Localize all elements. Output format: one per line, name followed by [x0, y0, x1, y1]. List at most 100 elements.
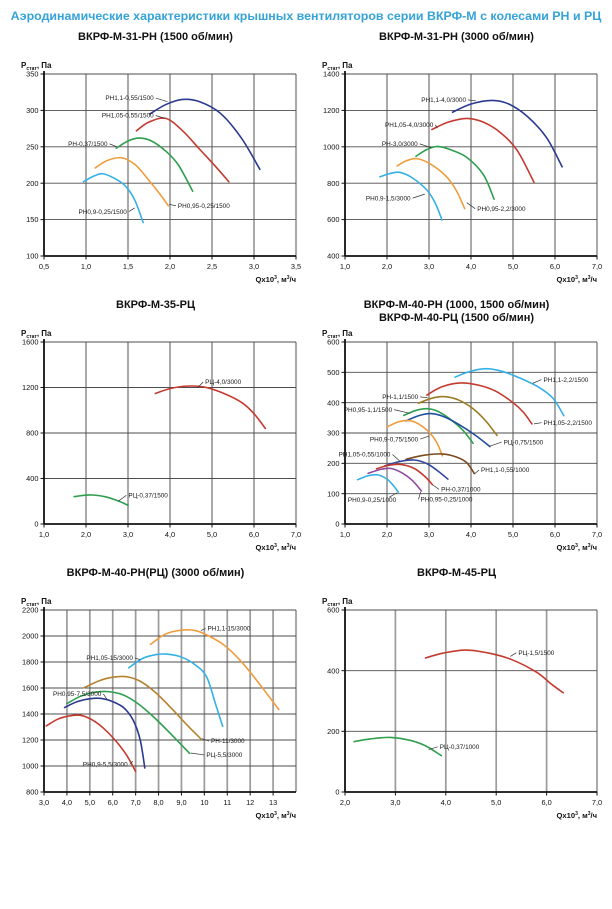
chart-title: ВКРФ-М-35-РЦ [116, 299, 195, 311]
chart-title-block: ВКРФ-М-31-РН (3000 об/мин) [307, 30, 606, 58]
curve-label: РН-3,0/3000 [381, 141, 417, 148]
curve-РН-0,37/1000 [375, 463, 433, 486]
curve-label-leader [419, 143, 431, 149]
y-axis-unit-label: Pстат, Па [21, 329, 52, 340]
x-tick-label: 6,0 [549, 262, 559, 271]
y-tick-label: 1400 [22, 710, 38, 719]
x-tick-label: 3,0 [248, 262, 258, 271]
x-tick-label: 7,0 [290, 530, 300, 539]
curve-label: РН1,1-0,55/1500 [105, 95, 154, 102]
x-axis-unit-label: Qx103, м3/ч [556, 275, 597, 284]
x-axis-unit-mid: , м [276, 275, 286, 284]
curve-РН1,05-0,55/1500 [135, 117, 230, 183]
chart-title-block: ВКРФ-М-40-РН(РЦ) (3000 об/мин) [6, 566, 305, 594]
x-tick-label: 4,0 [61, 798, 71, 807]
x-axis-unit-label: Qx103, м3/ч [255, 543, 296, 552]
x-tick-label: 9,0 [176, 798, 186, 807]
x-tick-label: 1,0 [80, 262, 90, 271]
x-tick-label: 2,0 [381, 530, 391, 539]
curve-label: РН1,1-4,0/3000 [421, 97, 466, 104]
x-tick-label: 8,0 [153, 798, 163, 807]
y-axis-unit-sub: стат [327, 66, 338, 72]
x-axis-unit-end: /ч [289, 543, 296, 552]
curve-label-leader [102, 693, 108, 700]
curve-label-leader [128, 760, 133, 765]
x-tick-label: 6,0 [549, 530, 559, 539]
y-tick-label: 400 [327, 398, 339, 407]
x-tick-label: 5,0 [507, 262, 517, 271]
x-tick-label: 13 [268, 798, 276, 807]
y-axis-unit-label: Pстат, Па [322, 597, 353, 608]
curve-РН0,9-0,25/1000 [356, 473, 399, 493]
curve-label-leader [466, 202, 475, 209]
curve-РН1,05-0,55/1000 [383, 459, 449, 480]
curve-label-leader [128, 207, 135, 212]
curve-label-leader [196, 381, 203, 388]
curve-РН-0,37/1500 [114, 137, 193, 193]
curve-РН-3,0/3000 [414, 145, 495, 201]
x-axis-unit-end: /ч [590, 543, 597, 552]
curve-РЦ-0,37/1000 [352, 736, 442, 757]
x-tick-label: 7,0 [591, 798, 601, 807]
chart-title: ВКРФ-М-40-РН(РЦ) (3000 об/мин) [66, 567, 245, 579]
curve-РН0,95-0,25/1000 [366, 467, 422, 492]
chart-vkrf-m-40-rn-rc: ВКРФ-М-40-РН (1000, 1500 об/мин) ВКРФ-М-… [307, 298, 606, 560]
curve-label-leader [419, 435, 429, 440]
curve-label: РЦ-0,75/1500 [503, 439, 543, 446]
x-axis-unit-mid: , м [577, 543, 587, 552]
x-tick-label: 12 [246, 798, 254, 807]
curve-РН1,05-4,0/3000 [430, 117, 535, 184]
chart-vkrf-m-31-rn-3000: ВКРФ-М-31-РН (3000 об/мин) 1,0 2,0 3,0 4,0 5… [307, 30, 606, 292]
plot-vkrf-m-40-rn-rc: 1,0 2,0 3,0 4,0 5,0 6,0 7,0 0 100 200 300 400 500 600… [322, 329, 602, 552]
x-axis-unit-mid: , м [577, 811, 587, 820]
y-tick-label: 600 [327, 338, 339, 347]
x-axis-unit-sup: 3 [575, 543, 578, 549]
curve-label-leader [200, 628, 206, 631]
y-tick-label: 200 [26, 179, 38, 188]
curve-РН0,9-5,5/3000 [44, 714, 136, 773]
x-tick-label: 11 [223, 798, 231, 807]
curve-label: РН1,05-2,2/1500 [543, 420, 592, 427]
y-tick-label: 500 [327, 368, 339, 377]
y-tick-label: 600 [327, 606, 339, 615]
x-axis-unit-sup2: 3 [587, 543, 590, 549]
y-tick-label: 250 [26, 142, 38, 151]
x-tick-label: 2,0 [164, 262, 174, 271]
y-tick-label: 1800 [22, 658, 38, 667]
chart-title: ВКРФ-М-40-РН (1000, 1500 об/мин) [363, 299, 550, 311]
curve-РН-1,1/1500 [417, 395, 498, 437]
curve-label: РЦ-0,37/1000 [439, 744, 479, 751]
x-tick-label: 2,5 [206, 262, 216, 271]
y-axis-unit-rest: , Па [337, 61, 352, 70]
curve-label: РЦ-4,0/3000 [205, 379, 241, 386]
x-tick-label: 2,0 [339, 798, 349, 807]
x-axis-unit-label: Qx103, м3/ч [255, 275, 296, 284]
curve-label-leader [474, 469, 479, 474]
y-tick-label: 1000 [323, 142, 339, 151]
curve-РН0,9-1,5/3000 [378, 171, 443, 221]
curve-label: РН-0,37/1000 [441, 487, 481, 494]
curve-label: РН1,1-15/3000 [207, 626, 250, 633]
y-tick-label: 100 [26, 252, 38, 261]
y-tick-label: 800 [26, 788, 38, 797]
y-axis-unit-rest: , Па [36, 61, 51, 70]
y-tick-label: 2200 [22, 606, 38, 615]
x-tick-label: 5,0 [491, 798, 501, 807]
x-axis-unit-sup2: 3 [286, 543, 289, 549]
x-axis-unit-sup2: 3 [587, 275, 590, 281]
curve-label: РН-0,37/1500 [68, 141, 108, 148]
curve-РН1,1-0,55/1000 [404, 453, 475, 475]
y-tick-label: 350 [26, 70, 38, 79]
y-tick-label: 600 [327, 215, 339, 224]
chart-vkrf-m-45-rc: ВКРФ-М-45-РЦ 2,0 3,0 4,0 5,0 6,0 7,0 0 200 400 60… [307, 566, 606, 828]
x-tick-label: 3,0 [122, 530, 132, 539]
y-tick-label: 1600 [22, 684, 38, 693]
x-axis-unit-end: /ч [590, 811, 597, 820]
x-axis-unit-sup: 3 [274, 275, 277, 281]
x-axis-unit-label: Qx103, м3/ч [556, 811, 597, 820]
curve-РН0,95-1,1/1500 [402, 407, 474, 445]
y-axis-unit-sub: стат [327, 334, 338, 340]
curve-label-leader [467, 99, 476, 102]
x-axis-unit-end: /ч [590, 275, 597, 284]
chart-title-block: ВКРФ-М-31-РН (1500 об/мин) [6, 30, 305, 58]
